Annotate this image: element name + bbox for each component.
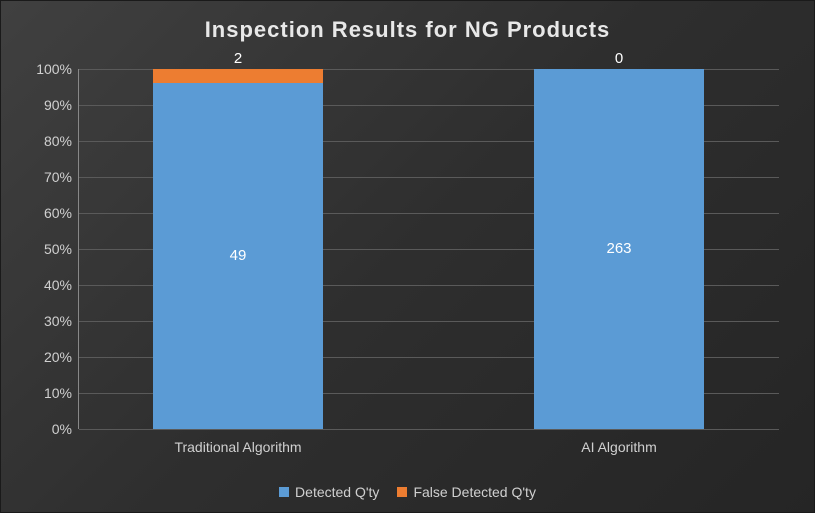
gridline (79, 429, 779, 430)
y-tick-label: 50% (12, 241, 72, 257)
y-tick-label: 60% (12, 205, 72, 221)
plot-area: 492 2630 (79, 69, 779, 429)
legend-swatch (397, 487, 407, 497)
y-tick-label: 70% (12, 169, 72, 185)
y-tick-label: 30% (12, 313, 72, 329)
y-tick-label: 40% (12, 277, 72, 293)
legend-label: False Detected Q'ty (413, 484, 536, 500)
legend-swatch (279, 487, 289, 497)
y-tick-label: 90% (12, 97, 72, 113)
bar-group: 492 (153, 69, 323, 429)
bar-group: 2630 (534, 69, 704, 429)
bar-data-label: 49 (153, 247, 323, 264)
legend-label: Detected Q'ty (295, 484, 379, 500)
bar-data-label: 263 (534, 240, 704, 257)
chart-title: Inspection Results for NG Products (1, 17, 814, 43)
legend-item-detected: Detected Q'ty (279, 484, 379, 500)
y-tick-label: 80% (12, 133, 72, 149)
bar-data-label: 2 (153, 50, 323, 67)
x-category-label: Traditional Algorithm (93, 439, 383, 455)
y-tick-label: 0% (12, 421, 72, 437)
y-tick-label: 20% (12, 349, 72, 365)
legend: Detected Q'ty False Detected Q'ty (1, 484, 814, 500)
x-category-label: AI Algorithm (474, 439, 764, 455)
legend-item-false_detected: False Detected Q'ty (397, 484, 536, 500)
bar-data-label: 0 (534, 50, 704, 67)
bar-segment-false_detected (153, 69, 323, 83)
y-tick-label: 10% (12, 385, 72, 401)
y-tick-label: 100% (12, 61, 72, 77)
